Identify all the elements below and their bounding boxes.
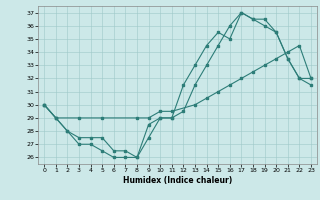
X-axis label: Humidex (Indice chaleur): Humidex (Indice chaleur) bbox=[123, 176, 232, 185]
